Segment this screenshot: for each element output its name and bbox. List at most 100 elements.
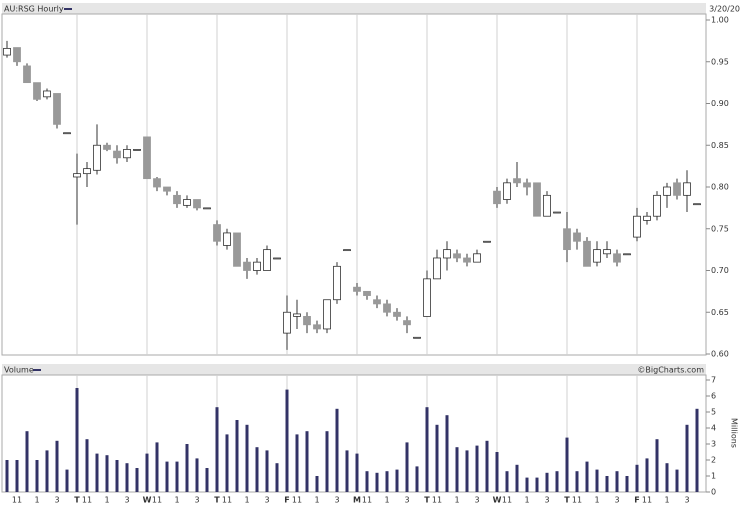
volume-bar (475, 445, 479, 492)
candle-body (633, 215, 641, 238)
candle-body (563, 228, 571, 251)
volume-bar (465, 450, 469, 492)
volume-bar (155, 442, 159, 492)
candle-body (553, 211, 561, 214)
candle-body (673, 182, 681, 196)
volume-bar (135, 468, 139, 492)
candle-body (323, 299, 331, 330)
y-tick-label: 5 (711, 408, 716, 417)
candle-body (23, 65, 31, 84)
candle-body (153, 178, 161, 188)
volume-bar (455, 447, 459, 492)
volume-bar (195, 458, 199, 492)
candle-body (103, 144, 111, 150)
candle-body (473, 253, 481, 263)
volume-bar (115, 460, 119, 492)
volume-bar (105, 455, 109, 492)
volume-bar (385, 471, 389, 492)
x-tick-label: F (284, 496, 289, 505)
candle-body (33, 82, 41, 100)
x-tick-label: T (214, 496, 220, 505)
volume-bar (435, 424, 439, 492)
candle-body (143, 136, 151, 180)
volume-bar (345, 450, 349, 492)
candle-body (263, 249, 271, 271)
volume-bar (395, 469, 399, 492)
candle-body (393, 311, 401, 317)
volume-bar (445, 415, 449, 492)
candle-body (93, 144, 101, 171)
volume-bar (35, 460, 39, 492)
y-tick-label: 3 (711, 440, 716, 449)
y-axis-label: Millions (730, 418, 739, 448)
volume-bar (15, 460, 19, 492)
volume-bar (25, 431, 29, 492)
candle-body (313, 324, 321, 330)
volume-bar (75, 388, 79, 492)
x-tick-label: 1 (594, 496, 599, 505)
candle-body (53, 93, 61, 125)
candle-body (63, 132, 71, 135)
y-tick-label: 1 (711, 472, 716, 481)
volume-bar (335, 408, 339, 492)
candle-body (343, 249, 351, 252)
candle-body (373, 299, 381, 305)
chart-title: AU:RSG Hourly (4, 5, 64, 14)
x-tick-label: 11 (502, 496, 512, 505)
y-tick-label: 0.80 (711, 183, 729, 192)
candle-body (443, 249, 451, 259)
x-tick-label: 11 (572, 496, 582, 505)
candle-body (193, 199, 201, 209)
candle-body (363, 290, 371, 296)
y-tick-label: 0.60 (711, 350, 729, 359)
candle-body (173, 194, 181, 205)
candle-body (603, 249, 611, 255)
volume-bar (645, 458, 649, 492)
x-tick-label: W (143, 496, 152, 505)
candle-body (3, 47, 11, 56)
x-tick-label: 11 (292, 496, 302, 505)
candle-body (593, 249, 601, 263)
x-tick-label: 1 (174, 496, 179, 505)
volume-bar (5, 460, 9, 492)
volume-bar (85, 439, 89, 492)
y-tick-label: 0.70 (711, 266, 729, 275)
volume-bar (485, 440, 489, 492)
candle-body (583, 240, 591, 267)
candle-body (573, 232, 581, 242)
y-tick-label: 0.65 (711, 308, 729, 317)
volume-bar (95, 453, 99, 492)
volume-bar (605, 476, 609, 492)
volume-bar (375, 472, 379, 492)
candle-body (643, 215, 651, 221)
candle-body (163, 186, 171, 192)
x-tick-label: 3 (474, 496, 479, 505)
y-tick-label: 0 (711, 488, 716, 497)
volume-bar (185, 444, 189, 492)
volume-bar (355, 453, 359, 492)
x-tick-label: 3 (544, 496, 549, 505)
volume-bar (285, 389, 289, 492)
volume-bar (165, 461, 169, 492)
y-tick-label: 0.95 (711, 57, 729, 66)
candle-body (293, 313, 301, 317)
volume-bar (685, 424, 689, 492)
volume-bar (655, 439, 659, 492)
candle-body (383, 303, 391, 313)
y-tick-label: 0.85 (711, 141, 729, 150)
x-tick-label: 11 (152, 496, 162, 505)
candle-body (73, 173, 81, 178)
volume-bar (245, 424, 249, 492)
x-tick-label: 11 (432, 496, 442, 505)
volume-bar (295, 434, 299, 492)
x-tick-label: 1 (104, 496, 109, 505)
candle-body (83, 168, 91, 175)
volume-bar (225, 434, 229, 492)
candle-body (183, 199, 191, 206)
candle-body (203, 207, 211, 210)
y-tick-label: 4 (711, 424, 716, 433)
volume-bar (145, 453, 149, 492)
candle-body (423, 278, 431, 317)
y-tick-label: 7 (711, 376, 716, 385)
